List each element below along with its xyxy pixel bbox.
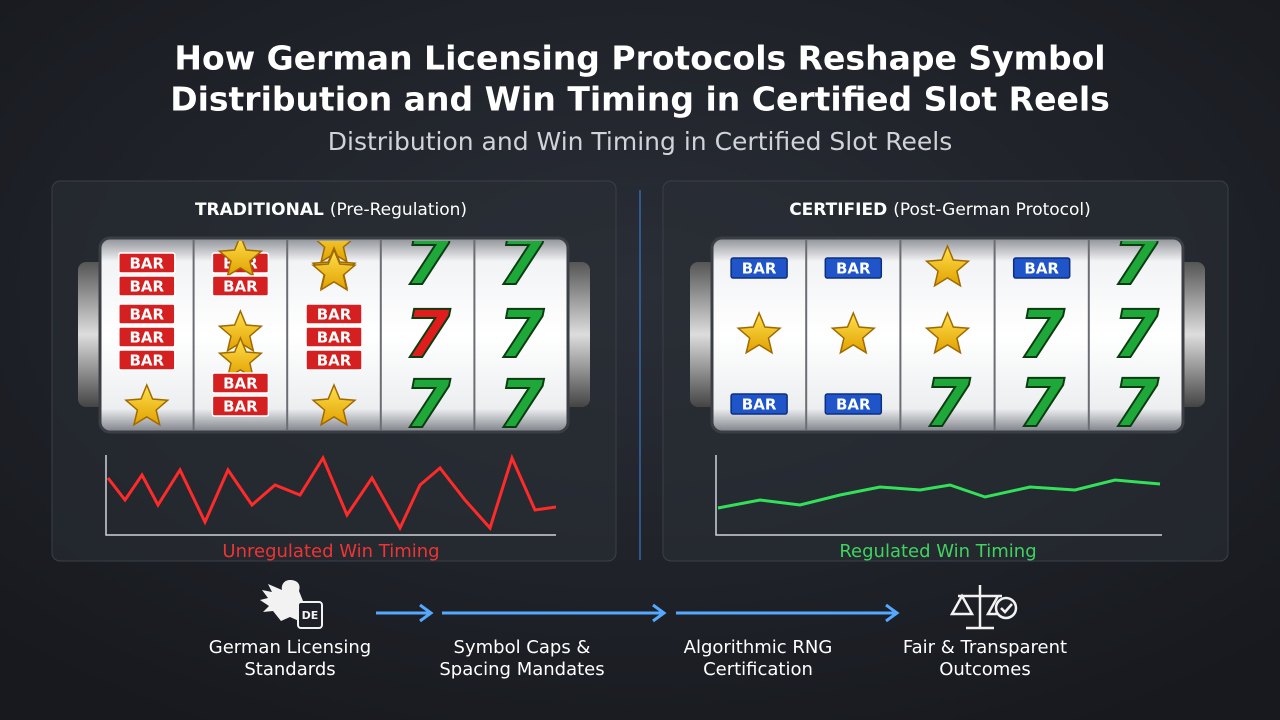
eagle-icon: DE: [260, 580, 323, 629]
reel-symbols: BARBARBARBARBARBARBARBARBARBARBARBAR7777…: [118, 223, 545, 443]
bar-symbol: [211, 275, 270, 297]
bar-text: BAR: [742, 260, 777, 278]
seven-symbol: 7: [925, 365, 971, 442]
scales-icon: [949, 585, 1018, 630]
slot-reel: BARBARBARBARBARBARBARBARBARBARBARBAR7777…: [78, 223, 590, 443]
reels: BARBARBARBARBARBARBARBARBARBARBARBAR7777…: [78, 223, 1205, 443]
bar-text: BAR: [742, 396, 777, 414]
arrow: [676, 603, 900, 623]
bar-symbol: [118, 326, 176, 348]
win-timing-line: [106, 453, 557, 532]
seven-symbol: 7: [405, 223, 451, 300]
arrow: [442, 603, 667, 623]
axis: [715, 455, 1162, 536]
bar-symbol: [730, 257, 788, 279]
subtitle: Distribution and Win Timing in Certified…: [328, 127, 952, 156]
star-symbol: [124, 383, 170, 427]
star-symbol: [217, 336, 264, 380]
step-label: Standards: [244, 659, 335, 680]
bar-text: BAR: [317, 352, 352, 370]
heading-rest: (Pre-Regulation): [330, 200, 467, 220]
bar-text: BAR: [317, 329, 352, 347]
badge-text: DE: [302, 609, 319, 622]
bar-symbol: [118, 275, 176, 297]
seven-symbol: 7: [1113, 296, 1159, 373]
bar-symbol: [305, 349, 363, 371]
bar-symbol: [305, 303, 363, 325]
caption: Unregulated Win Timing: [222, 541, 439, 562]
bar-text: BAR: [130, 329, 165, 347]
bar-text: BAR: [223, 278, 258, 296]
seven-symbol: 7: [405, 366, 451, 443]
heading-bold: TRADITIONAL: [195, 200, 324, 220]
seven-symbol: 7: [498, 223, 544, 300]
chart-right: [715, 455, 1162, 536]
check-circle: [994, 596, 1018, 620]
eagle: [260, 580, 307, 621]
heading-bold: CERTIFIED: [789, 200, 887, 220]
bar-text: BAR: [130, 306, 165, 324]
star-symbol: [311, 248, 357, 292]
star-symbol: [311, 383, 357, 427]
chart-left: [105, 453, 557, 536]
seven-symbol: 7: [498, 296, 544, 373]
bar-text: BAR: [130, 278, 165, 296]
badge: [297, 601, 323, 629]
seven-symbol: 7: [1019, 365, 1065, 442]
star-symbol: [924, 311, 971, 355]
bar-symbol: [730, 393, 788, 415]
panel-heading: CERTIFIED (Post-German Protocol): [789, 200, 1091, 220]
seven-symbol: 7: [405, 296, 451, 373]
bar-symbol: [118, 252, 176, 274]
axis: [105, 455, 556, 536]
scales: [949, 585, 1008, 630]
seven-symbol: 7: [498, 366, 544, 443]
bar-text: BAR: [317, 306, 352, 324]
star-symbol: [830, 311, 877, 355]
title: How German Licensing Protocols Reshape S…: [174, 39, 1105, 78]
seven-symbol: 7: [1019, 296, 1065, 373]
bar-text: BAR: [836, 396, 871, 414]
step-label: Algorithmic RNG: [684, 637, 833, 658]
star-symbol: [736, 311, 782, 355]
bar-symbol: [211, 372, 270, 394]
step-label: Spacing Mandates: [439, 659, 604, 680]
star-symbol: [217, 241, 264, 278]
step-label: Certification: [703, 659, 813, 680]
bar-symbol: [824, 257, 883, 279]
caption: Regulated Win Timing: [839, 541, 1036, 562]
bar-symbol: [211, 395, 270, 417]
bar-text: BAR: [130, 352, 165, 370]
step-label: Fair & Transparent: [903, 637, 1067, 658]
heading-rest: (Post-German Protocol): [893, 200, 1091, 220]
win-timing-line: [717, 478, 1161, 510]
arrow: [376, 603, 434, 623]
title: Distribution and Win Timing in Certified…: [170, 80, 1110, 119]
bar-symbol: [824, 393, 883, 415]
bar-symbol: [118, 349, 176, 371]
check: [1000, 603, 1013, 614]
seven-symbol: 7: [1113, 223, 1159, 300]
seven-symbol: 7: [1113, 365, 1159, 442]
step-label: Outcomes: [939, 659, 1031, 680]
bar-symbol: [305, 326, 363, 348]
star-symbol: [924, 244, 971, 288]
bar-text: BAR: [130, 255, 165, 273]
bar-text: BAR: [223, 398, 258, 416]
step-label: Symbol Caps &: [454, 637, 591, 658]
panel-heading: TRADITIONAL (Pre-Regulation): [195, 200, 467, 220]
step-label: German Licensing: [209, 637, 371, 658]
bar-text: BAR: [223, 375, 258, 393]
flow-arrows: [376, 603, 900, 623]
bar-symbol: [118, 303, 176, 325]
bar-text: BAR: [836, 260, 871, 278]
bar-text: BAR: [1024, 260, 1059, 278]
bar-symbol: [1012, 257, 1071, 279]
